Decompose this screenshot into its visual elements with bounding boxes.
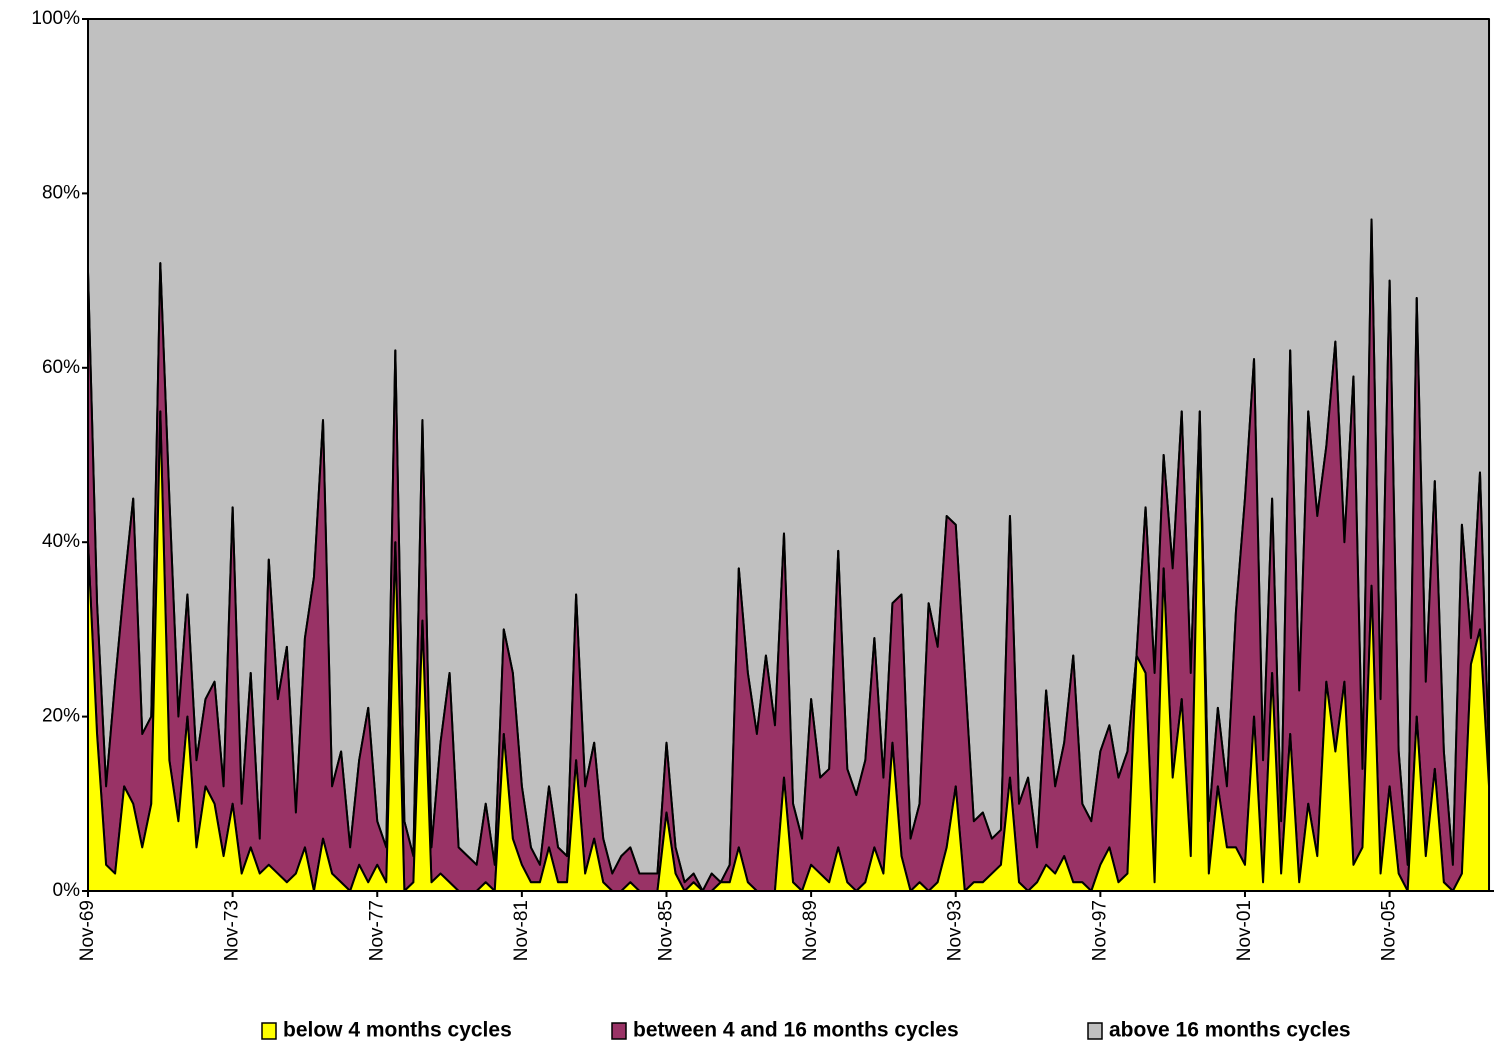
legend-label: between 4 and 16 months cycles (633, 1019, 959, 1042)
x-tick-label: Nov-97 (1089, 900, 1110, 961)
legend-label: below 4 months cycles (283, 1019, 512, 1042)
x-tick-label: Nov-01 (1234, 900, 1255, 961)
x-tick-label: Nov-73 (222, 900, 243, 961)
legend-swatch (261, 1022, 277, 1040)
y-tick-label: 0% (53, 880, 81, 901)
x-tick-label: Nov-69 (77, 900, 98, 961)
x-tick-label: Nov-85 (656, 900, 677, 961)
x-tick-label: Nov-81 (511, 900, 532, 961)
x-tick-label: Nov-05 (1379, 900, 1400, 961)
y-tick-label: 60% (42, 357, 80, 378)
x-tick-label: Nov-93 (945, 900, 966, 961)
x-tick-label: Nov-89 (800, 900, 821, 961)
y-tick-label: 80% (42, 182, 80, 203)
y-tick-label: 100% (31, 8, 80, 29)
y-tick-label: 40% (42, 531, 80, 552)
legend-swatch (1087, 1022, 1103, 1040)
x-tick-label: Nov-77 (366, 900, 387, 961)
y-tick-label: 20% (42, 706, 80, 727)
legend-swatch (611, 1022, 627, 1040)
legend-label: above 16 months cycles (1109, 1019, 1351, 1042)
